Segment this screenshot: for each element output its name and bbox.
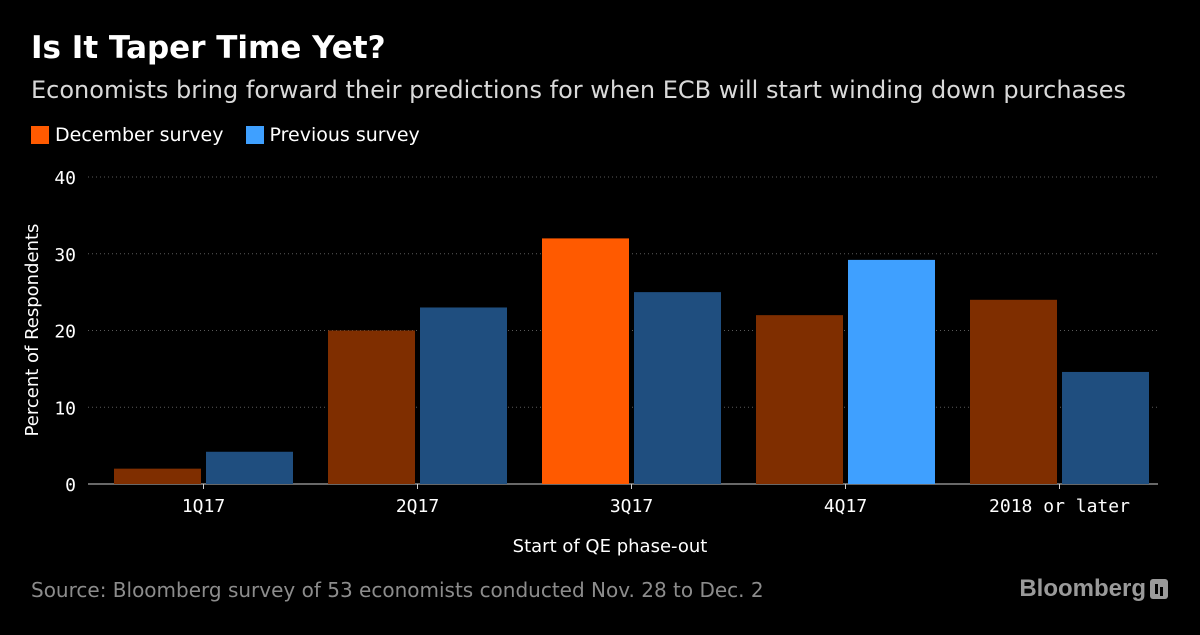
bar-previous xyxy=(420,307,507,484)
brand-name: Bloomberg xyxy=(1019,575,1146,602)
bar-december xyxy=(756,315,843,484)
source-note: Source: Bloomberg survey of 53 economist… xyxy=(31,578,764,602)
legend-label-previous: Previous survey xyxy=(269,124,420,146)
bar-december xyxy=(114,468,201,484)
bloomberg-logo: Bloomberg xyxy=(1019,575,1168,603)
x-axis-title: Start of QE phase-out xyxy=(513,536,708,557)
bar-previous xyxy=(848,259,935,484)
bar-december xyxy=(970,299,1057,484)
bar-chart: 0 10 20 30 40 1Q17 2Q17 3Q17 4Q17 2018 or later St… xyxy=(22,168,1158,557)
legend-item-december: December survey xyxy=(31,124,224,146)
y-axis-title: Percent of Respondents xyxy=(22,224,43,437)
y-tick-label: 40 xyxy=(54,168,76,189)
y-tick-label: 10 xyxy=(54,398,76,419)
y-tick-label: 30 xyxy=(54,245,76,266)
bar-december xyxy=(542,238,629,484)
legend-swatch-december xyxy=(31,126,49,144)
x-tick-label: 2018 or later xyxy=(989,496,1130,517)
legend-item-previous: Previous survey xyxy=(245,124,420,146)
bar-december xyxy=(328,330,415,484)
legend-label-december: December survey xyxy=(55,124,224,146)
x-tick-label: 3Q17 xyxy=(610,496,653,517)
bloomberg-terminal-icon xyxy=(1150,579,1168,599)
x-tick-label: 4Q17 xyxy=(824,496,867,517)
legend-swatch-previous xyxy=(245,126,264,144)
legend: December survey Previous survey xyxy=(31,124,442,146)
bar-previous xyxy=(634,292,721,484)
y-tick-label: 20 xyxy=(54,322,76,343)
chart-subtitle: Economists bring forward their predictio… xyxy=(31,76,1127,104)
y-tick-label: 0 xyxy=(65,475,76,496)
bar-previous xyxy=(206,451,293,484)
x-tick-label: 1Q17 xyxy=(182,496,225,517)
chart-title: Is It Taper Time Yet? xyxy=(31,30,386,66)
x-tick-label: 2Q17 xyxy=(396,496,439,517)
bar-previous xyxy=(1062,371,1149,484)
